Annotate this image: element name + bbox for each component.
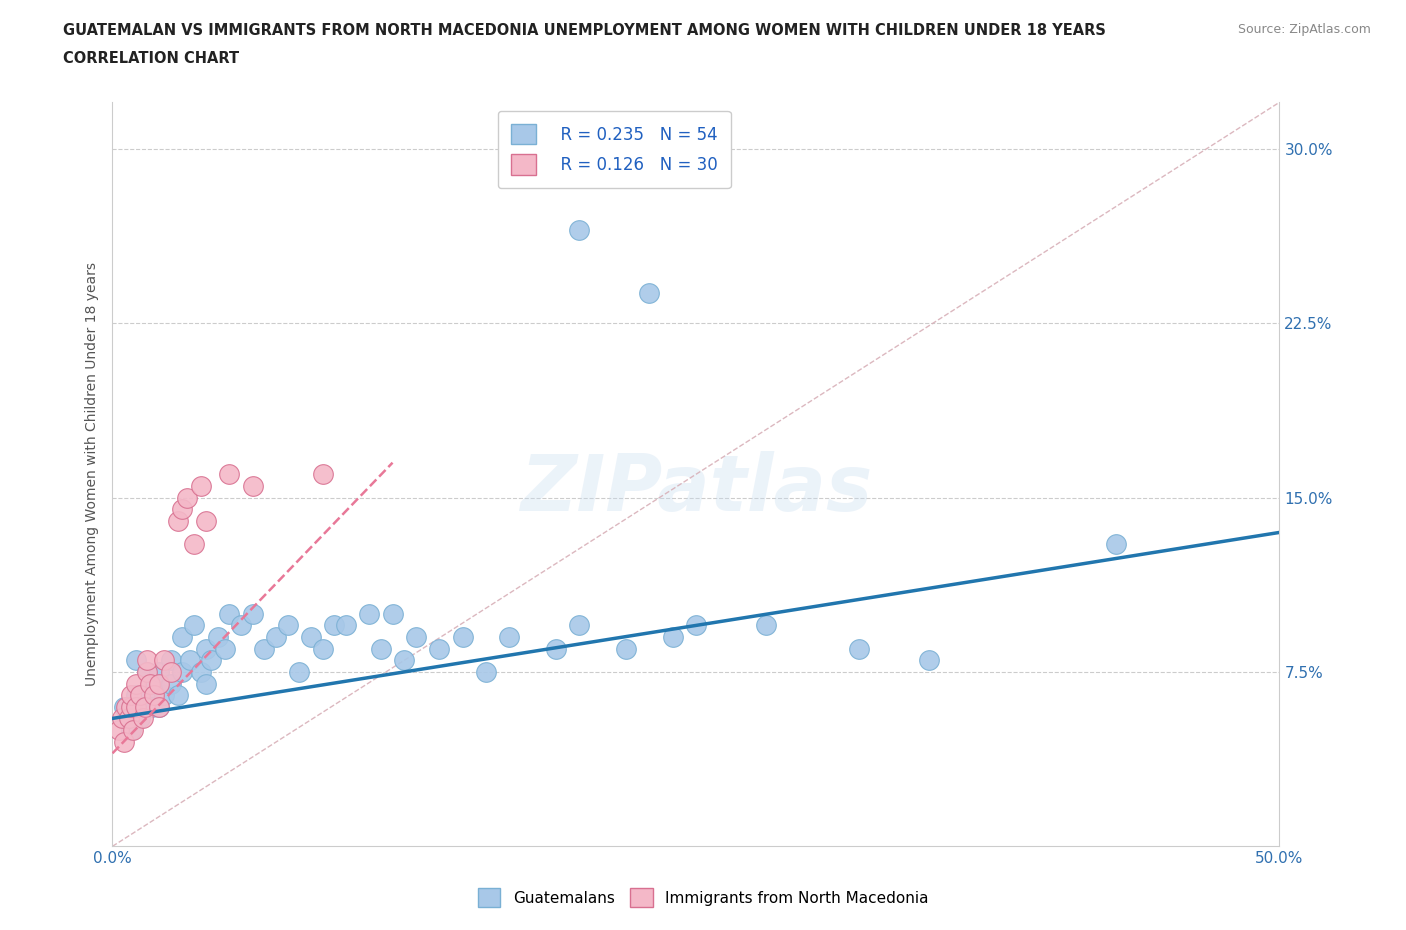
Point — [194, 513, 217, 528]
Point — [288, 664, 311, 679]
Point — [200, 653, 222, 668]
Point — [311, 467, 333, 482]
Point — [120, 723, 142, 737]
Point — [139, 676, 162, 691]
Point — [143, 688, 166, 703]
Point — [229, 618, 252, 633]
Point — [111, 711, 134, 725]
Text: ZIPatlas: ZIPatlas — [520, 451, 872, 527]
Legend:   R = 0.235   N = 54,   R = 0.126   N = 30: R = 0.235 N = 54, R = 0.126 N = 30 — [498, 111, 731, 188]
Point — [190, 478, 212, 493]
Point — [176, 490, 198, 505]
Point — [568, 222, 591, 237]
Point — [183, 618, 205, 633]
Point — [148, 699, 170, 714]
Point — [299, 630, 322, 644]
Point — [638, 286, 661, 300]
Point — [451, 630, 474, 644]
Point — [143, 676, 166, 691]
Point — [148, 676, 170, 691]
Point — [132, 711, 155, 725]
Point — [427, 642, 450, 657]
Point — [166, 513, 188, 528]
Point — [685, 618, 707, 633]
Point — [125, 676, 148, 691]
Point — [190, 664, 212, 679]
Point — [311, 642, 333, 657]
Point — [359, 606, 381, 621]
Point — [129, 688, 152, 703]
Point — [194, 676, 217, 691]
Point — [134, 699, 156, 714]
Point — [323, 618, 346, 633]
Point — [115, 699, 138, 714]
Point — [405, 630, 427, 644]
Point — [148, 664, 170, 679]
Point — [153, 688, 176, 703]
Point — [136, 653, 159, 668]
Point — [381, 606, 404, 621]
Point — [614, 642, 637, 657]
Point — [264, 630, 287, 644]
Point — [661, 630, 683, 644]
Point — [218, 467, 240, 482]
Point — [918, 653, 941, 668]
Point — [136, 688, 159, 703]
Point — [475, 664, 498, 679]
Point — [129, 711, 152, 725]
Point — [848, 642, 870, 657]
Point — [118, 711, 141, 725]
Point — [207, 630, 229, 644]
Point — [172, 502, 194, 517]
Point — [108, 723, 131, 737]
Point — [218, 606, 240, 621]
Y-axis label: Unemployment Among Women with Children Under 18 years: Unemployment Among Women with Children U… — [86, 262, 100, 686]
Point — [214, 642, 236, 657]
Point — [122, 723, 145, 737]
Point — [160, 676, 183, 691]
Legend: Guatemalans, Immigrants from North Macedonia: Guatemalans, Immigrants from North Maced… — [471, 883, 935, 913]
Point — [370, 642, 392, 657]
Point — [179, 653, 201, 668]
Point — [125, 653, 148, 668]
Point — [153, 653, 176, 668]
Point — [166, 688, 188, 703]
Point — [194, 642, 217, 657]
Point — [1105, 537, 1128, 551]
Point — [183, 537, 205, 551]
Point — [148, 699, 170, 714]
Point — [172, 630, 194, 644]
Point — [160, 664, 183, 679]
Point — [755, 618, 778, 633]
Point — [112, 735, 135, 750]
Point — [253, 642, 276, 657]
Point — [160, 653, 183, 668]
Point — [276, 618, 298, 633]
Point — [544, 642, 567, 657]
Point — [172, 664, 194, 679]
Text: CORRELATION CHART: CORRELATION CHART — [63, 51, 239, 66]
Point — [498, 630, 520, 644]
Point — [335, 618, 357, 633]
Point — [394, 653, 416, 668]
Point — [120, 688, 142, 703]
Point — [120, 699, 142, 714]
Text: GUATEMALAN VS IMMIGRANTS FROM NORTH MACEDONIA UNEMPLOYMENT AMONG WOMEN WITH CHIL: GUATEMALAN VS IMMIGRANTS FROM NORTH MACE… — [63, 23, 1107, 38]
Point — [112, 699, 135, 714]
Point — [242, 478, 264, 493]
Point — [125, 699, 148, 714]
Text: Source: ZipAtlas.com: Source: ZipAtlas.com — [1237, 23, 1371, 36]
Point — [136, 664, 159, 679]
Point — [136, 664, 159, 679]
Point — [242, 606, 264, 621]
Point — [125, 688, 148, 703]
Point — [141, 699, 163, 714]
Point — [568, 618, 591, 633]
